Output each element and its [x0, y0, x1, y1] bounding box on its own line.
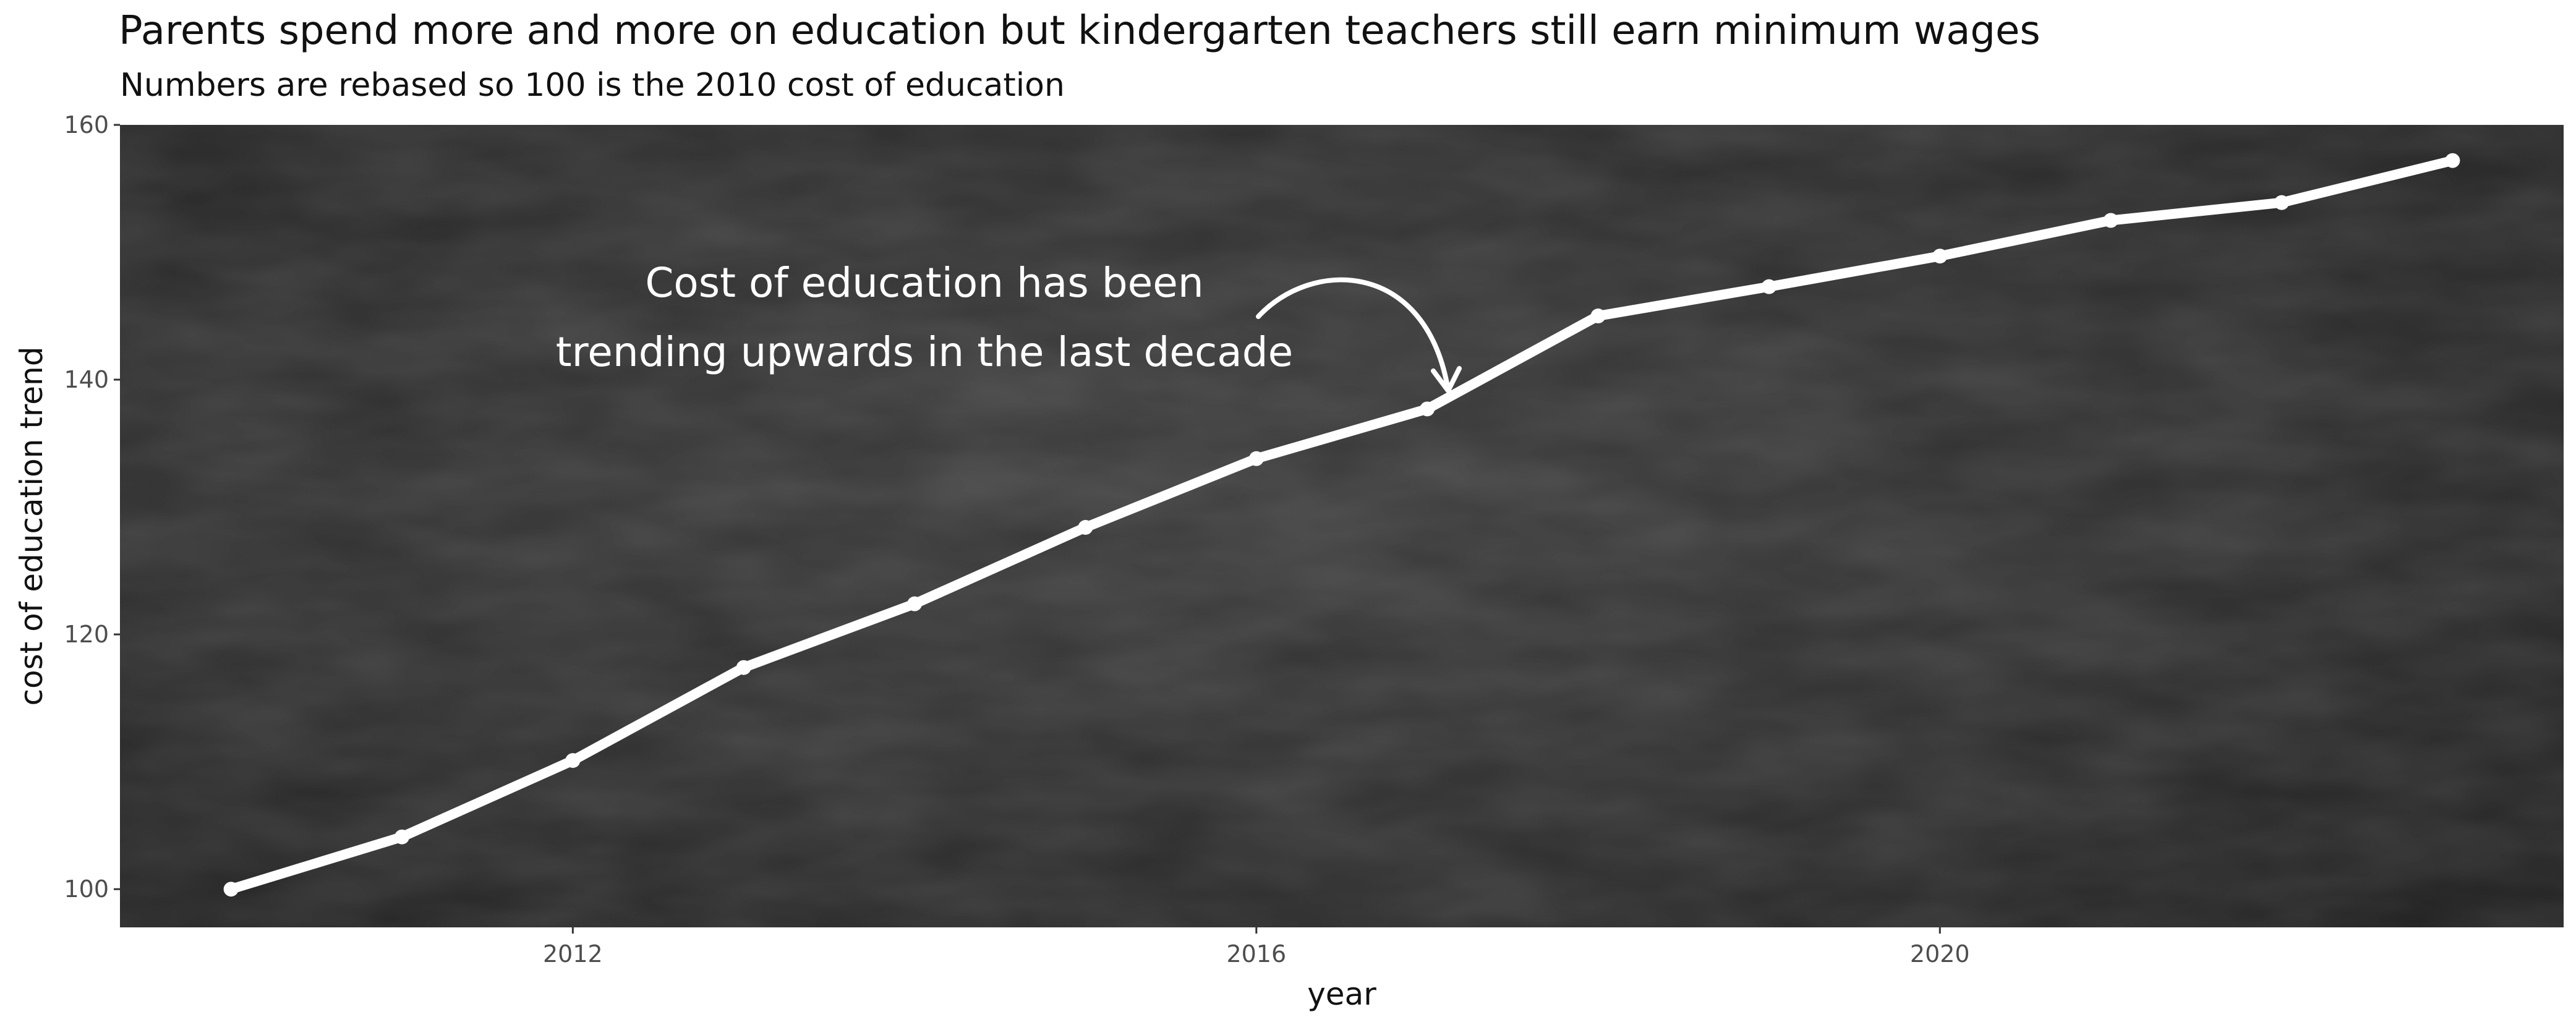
- annotation: Cost of education has been trending upwa…: [556, 259, 1462, 393]
- series-points: [223, 153, 2460, 897]
- data-point: [1590, 309, 1606, 324]
- data-point: [2445, 153, 2460, 168]
- data-point: [1932, 249, 1948, 264]
- data-point: [907, 596, 923, 611]
- data-point: [736, 660, 751, 675]
- data-point: [565, 753, 581, 768]
- x-axis: 2012 2016 2020: [543, 927, 1970, 968]
- data-point: [1248, 451, 1264, 466]
- data-point: [2274, 195, 2289, 210]
- y-axis-title: cost of education trend: [14, 347, 49, 706]
- x-tick-label: 2012: [543, 940, 603, 968]
- y-tick-label: 120: [64, 621, 109, 648]
- data-point: [1420, 401, 1435, 417]
- x-axis-title: year: [1307, 976, 1376, 1012]
- data-point: [1761, 279, 1776, 294]
- plot-panel: [120, 125, 2564, 927]
- chart-subtitle: Numbers are rebased so 100 is the 2010 c…: [120, 67, 1065, 104]
- data-point: [395, 829, 409, 845]
- annotation-line-2: trending upwards in the last decade: [556, 328, 1294, 376]
- data-point: [2103, 213, 2118, 228]
- data-point: [223, 882, 239, 897]
- series-line: [226, 155, 2458, 895]
- annotation-line-1: Cost of education has been: [645, 259, 1203, 307]
- x-tick-label: 2020: [1910, 940, 1970, 968]
- x-tick-label: 2016: [1226, 940, 1286, 968]
- y-tick-label: 100: [64, 875, 109, 903]
- annotation-arrow: [1256, 277, 1449, 386]
- data-point: [1078, 520, 1093, 535]
- annotation-arrowhead: [1431, 366, 1462, 393]
- y-tick-label: 140: [64, 366, 109, 393]
- chart-title: Parents spend more and more on education…: [119, 8, 2041, 54]
- chalk-texture: [120, 125, 2564, 927]
- y-axis: 100 120 140 160: [64, 111, 120, 903]
- y-tick-label: 160: [64, 111, 109, 138]
